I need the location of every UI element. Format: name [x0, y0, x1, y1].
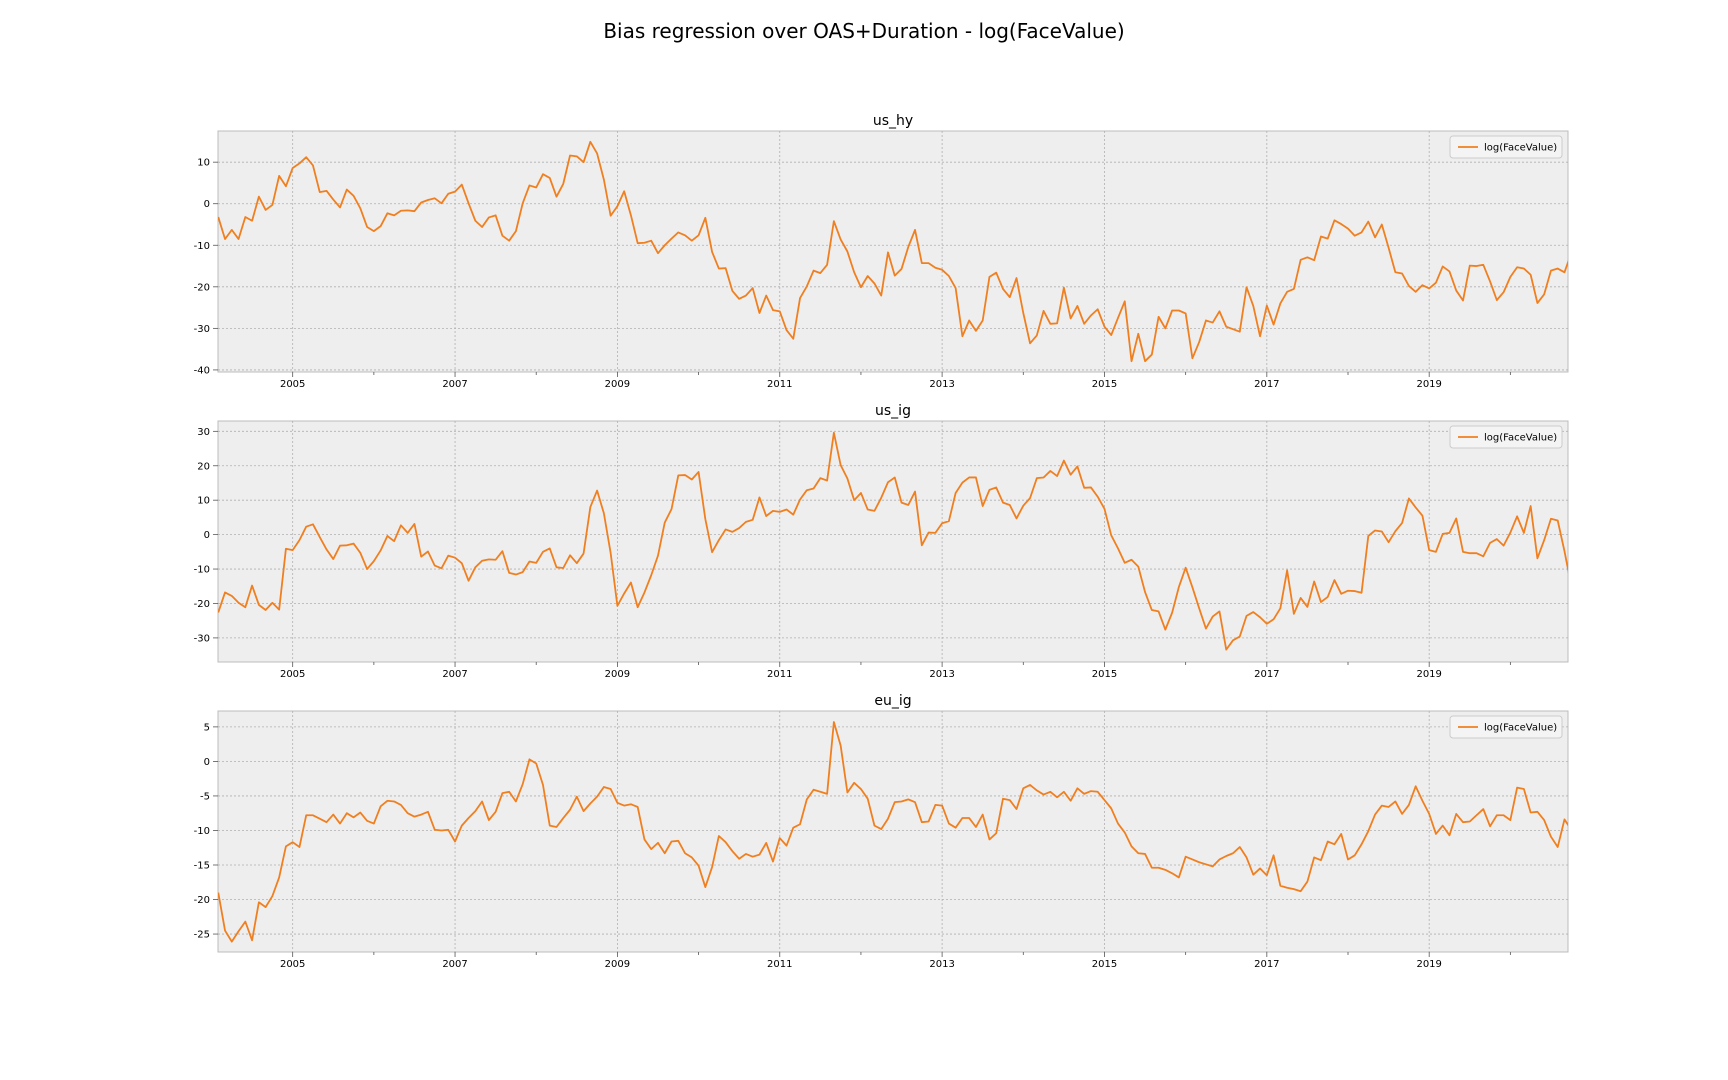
figure-title: Bias regression over OAS+Duration - log(…	[603, 19, 1124, 43]
legend-label: log(FaceValue)	[1484, 143, 1557, 154]
legend-box	[1449, 715, 1563, 739]
y-tick-label: -10	[194, 826, 210, 837]
subplot-eu_ig: 2005 2007 2009 2011 2013 2015 2017 2019 -25 -20 -1…	[194, 693, 1569, 970]
x-tick-label: 2011	[767, 959, 792, 970]
subplot-title: us_ig	[875, 403, 911, 419]
x-tick-label: 2005	[280, 379, 305, 390]
legend-label: log(FaceValue)	[1484, 433, 1557, 444]
x-tick-label: 2011	[767, 379, 792, 390]
y-tick-label: -20	[194, 599, 210, 610]
subplot-title: eu_ig	[874, 693, 911, 709]
x-tick-label: 2017	[1254, 669, 1279, 680]
plot-area	[217, 130, 1569, 373]
y-axis-ticks: -25 -20 -15 -10 -5 0 5	[194, 722, 218, 941]
y-tick-label: -15	[194, 860, 210, 871]
legend-box	[1449, 425, 1563, 449]
x-tick-label: 2007	[442, 379, 467, 390]
legend: log(FaceValue)	[1449, 135, 1563, 159]
plot-area	[217, 420, 1569, 663]
y-tick-label: 0	[204, 530, 210, 541]
x-tick-label: 2013	[929, 669, 954, 680]
legend-box	[1449, 135, 1563, 159]
legend-label: log(FaceValue)	[1484, 723, 1557, 734]
series-line-0	[218, 431, 1568, 651]
x-axis-ticks: 2005 2007 2009 2011 2013 2015 2017 2019	[280, 952, 1511, 970]
x-tick-label: 2013	[929, 379, 954, 390]
y-tick-label: 30	[197, 427, 210, 438]
x-tick-label: 2017	[1254, 959, 1279, 970]
x-tick-label: 2007	[442, 959, 467, 970]
x-tick-label: 2019	[1416, 959, 1441, 970]
x-tick-label: 2009	[605, 959, 630, 970]
series-line-0	[218, 140, 1568, 363]
x-axis-ticks: 2005 2007 2009 2011 2013 2015 2017 2019	[280, 662, 1511, 680]
y-tick-label: 10	[197, 158, 210, 169]
plot-area	[217, 710, 1569, 953]
x-tick-label: 2005	[280, 669, 305, 680]
x-tick-label: 2015	[1092, 669, 1117, 680]
legend: log(FaceValue)	[1449, 425, 1563, 449]
y-tick-label: 0	[204, 757, 210, 768]
y-tick-label: -5	[200, 791, 210, 802]
y-tick-label: -30	[194, 324, 210, 335]
x-tick-label: 2017	[1254, 379, 1279, 390]
y-tick-label: -20	[194, 282, 210, 293]
x-tick-label: 2013	[929, 959, 954, 970]
subplot-us_ig: 2005 2007 2009 2011 2013 2015 2017 2019 -30 -20 -1…	[194, 403, 1569, 680]
subplots: 2005 2007 2009 2011 2013 2015 2017 2019-40-30-2…	[194, 113, 1569, 970]
y-tick-label: 5	[204, 722, 210, 733]
y-tick-label: -10	[194, 241, 210, 252]
x-tick-label: 2009	[605, 379, 630, 390]
grid	[218, 421, 1568, 662]
legend: log(FaceValue)	[1449, 715, 1563, 739]
x-tick-label: 2005	[280, 959, 305, 970]
y-tick-label: 0	[204, 199, 210, 210]
x-tick-label: 2007	[442, 669, 467, 680]
y-axis-ticks: -40 -30 -20 -10 0 10	[194, 158, 218, 376]
y-tick-label: -10	[194, 565, 210, 576]
x-tick-label: 2015	[1092, 959, 1117, 970]
series-line-0	[218, 721, 1568, 943]
y-tick-label: -20	[194, 895, 210, 906]
subplot-title: us_hy	[873, 113, 913, 129]
y-tick-label: -40	[194, 365, 210, 376]
x-tick-label: 2015	[1092, 379, 1117, 390]
x-tick-label: 2009	[605, 669, 630, 680]
x-tick-label: 2019	[1416, 669, 1441, 680]
y-tick-label: -25	[194, 930, 210, 941]
y-axis-ticks: -30 -20 -10 0 10 20 30	[194, 427, 218, 644]
grid	[218, 131, 1568, 372]
subplot-us_hy: 2005 2007 2009 2011 2013 2015 2017 2019 -40 -30 -2…	[194, 113, 1569, 390]
y-tick-label: 20	[197, 461, 210, 472]
y-tick-label: 10	[197, 496, 210, 507]
x-axis-ticks: 2005 2007 2009 2011 2013 2015 2017 2019	[280, 372, 1511, 390]
x-tick-label: 2019	[1416, 379, 1441, 390]
x-tick-label: 2011	[767, 669, 792, 680]
y-tick-label: -30	[194, 633, 210, 644]
